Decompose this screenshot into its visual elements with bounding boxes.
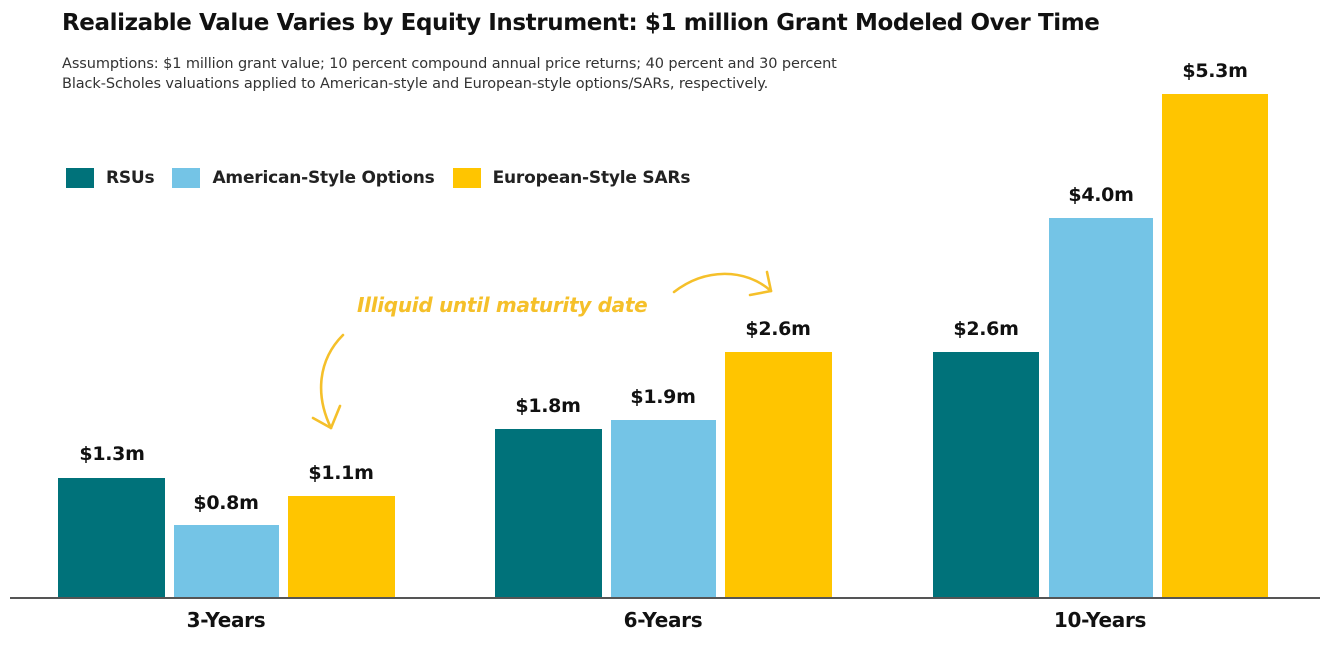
bar-3y-american-options — [174, 525, 279, 597]
curved-arrow-down-icon — [311, 333, 345, 430]
bar-3y-european-sars — [288, 496, 395, 597]
bar-label: $1.1m — [308, 462, 374, 484]
x-axis-label-6-years: 6-Years — [623, 608, 703, 632]
bar-3y-rsus — [58, 478, 165, 597]
legend-label: European-Style SARs — [492, 168, 691, 188]
x-axis-line — [10, 597, 1320, 599]
bar-6y-european-sars — [725, 352, 832, 597]
bar-label: $1.8m — [515, 395, 581, 417]
bar-label: $0.8m — [193, 492, 259, 514]
illiquid-annotation: Illiquid until maturity date — [357, 293, 648, 317]
bar-label: $1.9m — [630, 386, 696, 408]
legend-item-rsus: RSUs — [66, 168, 155, 188]
legend-item-european-sars: European-Style SARs — [452, 168, 691, 188]
legend-label: RSUs — [106, 168, 155, 188]
x-axis-label-10-years: 10-Years — [1053, 608, 1147, 632]
chart-title: Realizable Value Varies by Equity Instru… — [62, 10, 1100, 36]
x-axis-label-3-years: 3-Years — [186, 608, 266, 632]
bar-10y-european-sars — [1162, 94, 1268, 597]
bar-10y-rsus — [933, 352, 1039, 597]
bar-6y-american-options — [611, 420, 716, 597]
bar-label: $5.3m — [1182, 60, 1248, 82]
legend-swatch-european-sars — [452, 168, 481, 188]
bar-6y-rsus — [495, 429, 602, 597]
legend-swatch-rsus — [66, 168, 94, 188]
subtitle-line-1: Assumptions: $1 million grant value; 10 … — [62, 56, 837, 72]
legend-swatch-american-options — [172, 168, 201, 188]
bar-label: $2.6m — [953, 318, 1019, 340]
bar-label: $1.3m — [79, 443, 145, 465]
bar-label: $4.0m — [1068, 184, 1134, 206]
legend-item-american-options: American-Style Options — [172, 168, 435, 188]
subtitle-line-2: Black-Scholes valuations applied to Amer… — [62, 76, 769, 92]
curved-arrow-right-icon — [672, 270, 773, 297]
bar-label: $2.6m — [745, 318, 811, 340]
legend-label: American-Style Options — [212, 168, 435, 188]
legend: RSUs American-Style Options European-Sty… — [66, 168, 708, 188]
chart-subtitle: Assumptions: $1 million grant value; 10 … — [62, 54, 1062, 94]
bar-10y-american-options — [1049, 218, 1153, 597]
